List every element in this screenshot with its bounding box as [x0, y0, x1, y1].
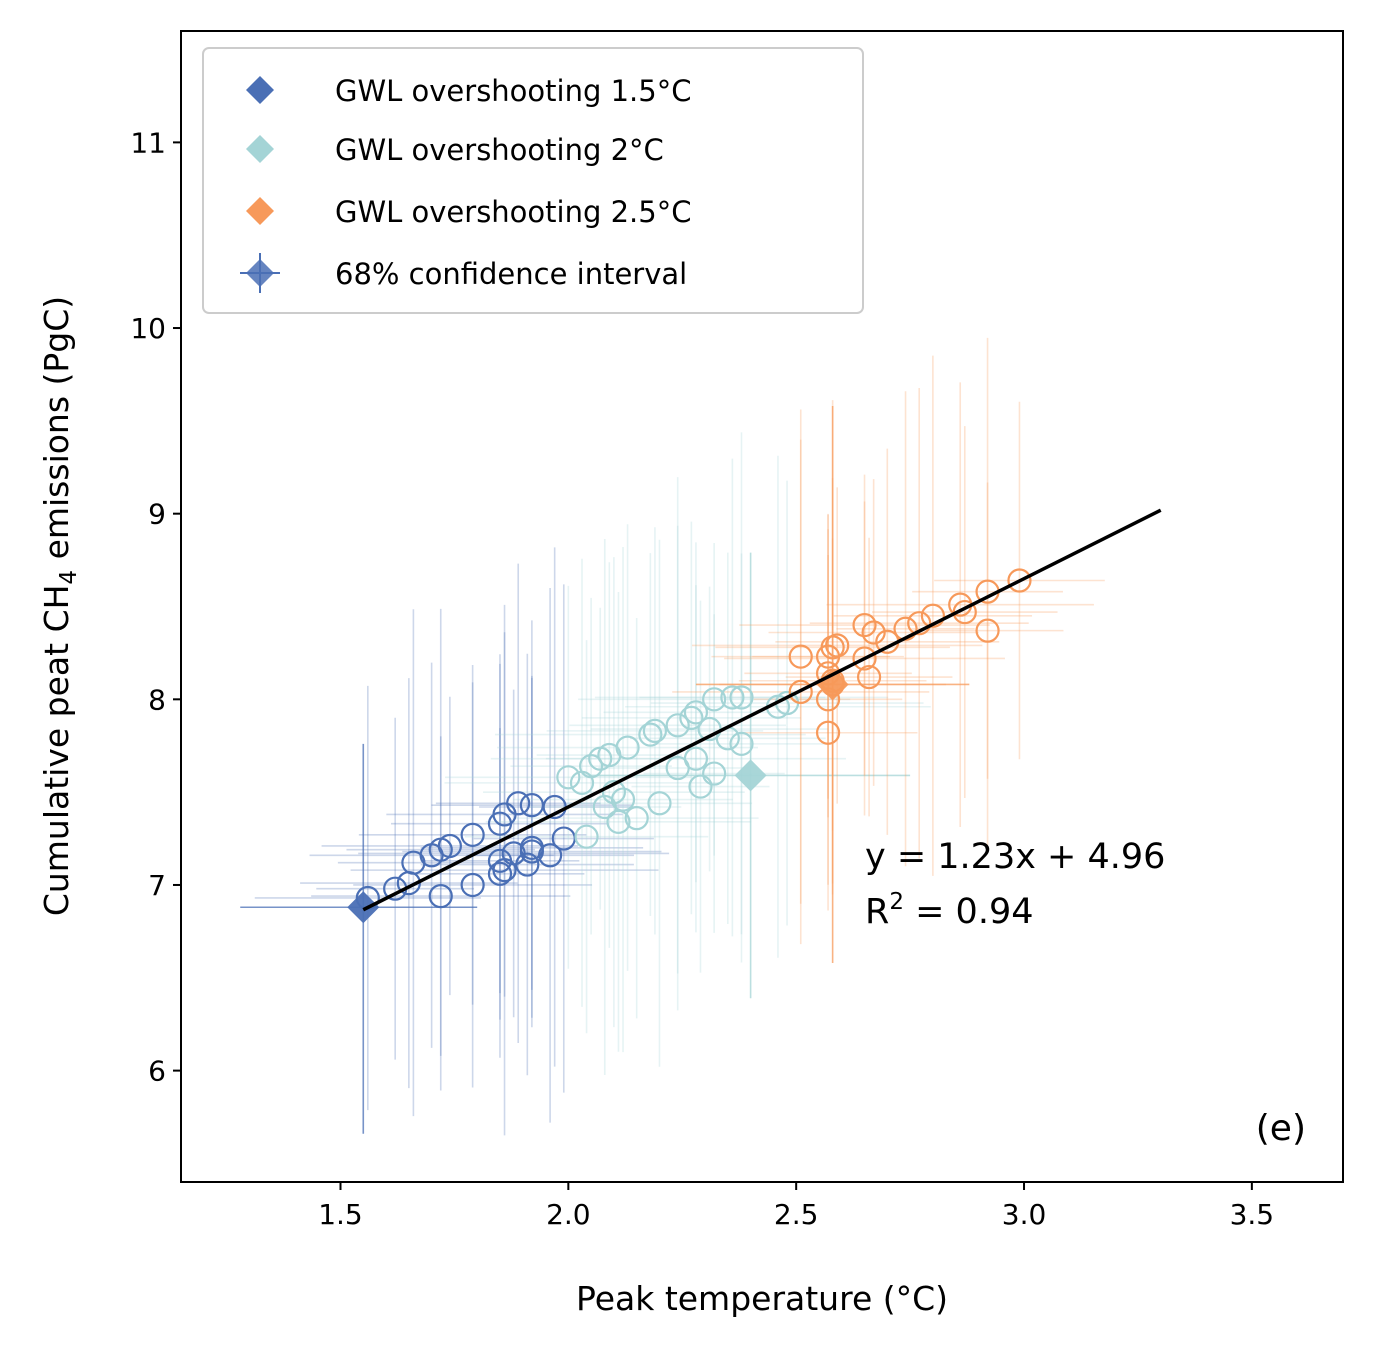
data-point-gwl25: [1007, 568, 1032, 593]
legend-marker-gwl15: [246, 76, 274, 104]
data-point-gwl2: [688, 774, 713, 799]
mean-marker-gwl15: [347, 891, 380, 924]
data-point-gwl2: [729, 685, 754, 710]
data-point-gwl15: [515, 852, 540, 877]
data-point-gwl2: [702, 687, 727, 712]
x-tick-label: 2.0: [546, 1198, 591, 1231]
legend-frame: [202, 47, 864, 314]
data-point-gwl2: [665, 713, 690, 738]
data-point-gwl2: [615, 735, 640, 760]
fit-equation: y = 1.23x + 4.96: [865, 837, 1165, 877]
fit-r-squared: R2 = 0.94: [865, 889, 1033, 932]
legend: GWL overshooting 1.5°C GWL overshooting …: [202, 47, 864, 314]
regression-line: [362, 508, 1162, 912]
data-point-gwl2: [601, 780, 627, 805]
data-point-gwl2: [610, 787, 636, 812]
data-point-gwl2: [647, 791, 672, 816]
data-point-gwl2: [606, 809, 631, 834]
data-point-gwl25: [975, 618, 1000, 643]
y-tick-label: 7: [148, 869, 166, 902]
x-tick-label: 1.5: [318, 1198, 363, 1231]
legend-label-ci: 68% confidence interval: [335, 257, 687, 291]
data-point-gwl2: [679, 705, 704, 730]
error-bars-layer: [240, 337, 1105, 1136]
data-point-gwl2: [556, 765, 581, 790]
legend-label-gwl2: GWL overshooting 2°C: [335, 133, 664, 167]
data-point-gwl2: [624, 806, 649, 831]
data-point-gwl2: [729, 731, 754, 756]
data-point-gwl15: [487, 848, 513, 873]
x-tick-label: 2.5: [774, 1198, 819, 1231]
data-point-gwl15: [460, 822, 485, 847]
data-point-gwl2: [638, 722, 663, 747]
data-point-gwl15: [460, 872, 485, 898]
data-point-gwl25: [825, 633, 850, 658]
data-point-gwl15: [506, 791, 531, 816]
data-point-gwl25: [788, 679, 813, 704]
data-point-gwl2: [574, 824, 599, 849]
x-tick-label: 3.5: [1230, 1198, 1275, 1231]
data-point-gwl2: [579, 754, 604, 779]
legend-label-gwl15: GWL overshooting 1.5°C: [335, 74, 691, 108]
y-tick-label: 6: [148, 1055, 166, 1088]
data-point-gwl25: [861, 620, 886, 645]
data-point-gwl25: [815, 720, 841, 745]
data-point-gwl25: [856, 664, 882, 690]
data-point-gwl2: [720, 685, 745, 710]
data-point-gwl2: [642, 718, 668, 743]
data-point-gwl25: [852, 646, 877, 671]
data-point-gwl25: [788, 644, 813, 669]
y-tick-label: 9: [148, 498, 166, 531]
y-axis-label: Cumulative peat CH4 emissions (PgC): [37, 296, 82, 916]
data-point-gwl2: [683, 746, 709, 771]
x-axis-label: Peak temperature (°C): [576, 1279, 948, 1318]
data-point-gwl2: [702, 761, 727, 786]
data-point-gwl25: [907, 611, 932, 636]
mean-marker-gwl2: [734, 759, 767, 792]
y-tick-label: 8: [148, 683, 166, 716]
data-point-gwl2: [683, 700, 709, 725]
mean-marker-gwl25: [816, 668, 849, 701]
data-point-gwl15: [437, 833, 462, 859]
panel-label: (e): [1256, 1108, 1306, 1149]
y-tick-label: 10: [130, 312, 166, 345]
x-tick-label: 3.0: [1002, 1198, 1047, 1231]
legend-marker-gwl25: [246, 197, 274, 225]
data-point-gwl15: [487, 861, 513, 886]
y-tick-label: 11: [130, 126, 166, 159]
points-layer: [347, 568, 1032, 924]
legend-marker-gwl2: [246, 135, 274, 163]
data-point-gwl15: [519, 835, 544, 860]
plot-frame: [180, 30, 1344, 1183]
data-point-gwl25: [920, 603, 945, 628]
fit-layer: [362, 508, 1162, 912]
legend-label-gwl25: GWL overshooting 2.5°C: [335, 195, 691, 229]
data-point-gwl25: [852, 612, 877, 638]
data-point-gwl15: [428, 884, 453, 909]
axes-layer: 1.5 2.0 2.5 3.0 3.5 6 7 8 9 10 11: [130, 30, 1344, 1231]
